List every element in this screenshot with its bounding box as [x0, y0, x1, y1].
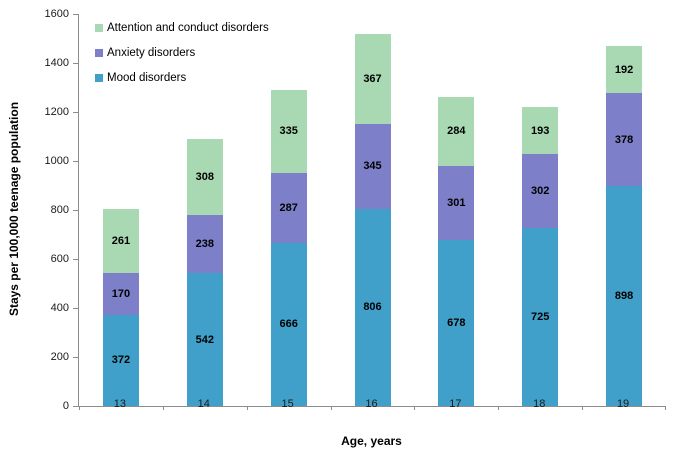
bar-value-label: 170: [111, 288, 131, 301]
bar-value-label: 261: [111, 235, 131, 248]
bar-segment: 301: [438, 166, 475, 240]
y-tick-label: 0: [62, 400, 69, 412]
y-tick-mark: [73, 62, 78, 64]
y-tick-label: 1200: [44, 106, 69, 118]
bar-segment: 806: [354, 208, 391, 406]
bar-value-label: 378: [614, 133, 634, 146]
x-tick-mark: [246, 406, 248, 410]
y-tick-label: 600: [50, 253, 69, 265]
bar-value-label: 302: [531, 185, 550, 198]
legend-label: Mood disorders: [107, 72, 187, 84]
y-tick-mark: [73, 13, 78, 15]
bar-value-label: 372: [111, 354, 131, 367]
y-tick-mark: [73, 356, 78, 358]
y-tick-mark: [73, 160, 78, 162]
bar-value-label: 898: [614, 290, 634, 302]
bar-segment: 678: [438, 239, 475, 406]
legend-label: Anxiety disorders: [107, 47, 196, 59]
bar-value-label: 725: [531, 311, 550, 324]
x-tick-label: 15: [281, 398, 294, 410]
x-tick-label: 16: [365, 398, 378, 410]
legend-swatch-icon: [95, 74, 103, 82]
bar-segment: 284: [438, 96, 475, 167]
y-tick-label: 200: [50, 351, 69, 363]
legend-swatch-icon: [95, 24, 103, 32]
x-tick-mark: [79, 406, 80, 410]
x-tick-label: 13: [113, 398, 127, 410]
x-tick-mark: [162, 406, 164, 410]
bar-segment: 287: [270, 172, 307, 243]
y-tick-mark: [73, 405, 78, 407]
y-tick-label: 1000: [44, 155, 69, 167]
bar-segment: 367: [354, 34, 391, 125]
plot-area: Attention and conduct disorders Anxiety d…: [45, 8, 666, 412]
bar-segment: 302: [522, 154, 559, 229]
y-tick-label: 400: [50, 302, 69, 314]
bar-value-label: 367: [363, 73, 382, 86]
bar-segment: 725: [522, 228, 559, 406]
bar-value-label: 806: [363, 301, 382, 314]
bar-value-label: 287: [279, 201, 298, 214]
bar-segment: 372: [102, 314, 139, 406]
y-tick-mark: [73, 258, 78, 260]
x-tick-mark: [414, 406, 416, 410]
x-tick-mark: [665, 406, 666, 410]
y-tick-label: 1400: [44, 57, 69, 69]
x-tick-label: 18: [533, 398, 546, 410]
y-tick-mark: [73, 307, 78, 309]
legend-item: Anxiety disorders: [95, 46, 269, 60]
y-tick-label: 800: [50, 204, 69, 216]
bar-segment: 335: [270, 90, 307, 173]
y-axis-title: Stays per 100,000 teenage population: [7, 101, 21, 317]
x-tick-label: 17: [449, 398, 462, 410]
legend-label: Attention and conduct disorders: [107, 22, 269, 34]
bar-segment: 542: [186, 273, 223, 406]
bar-segment: 193: [522, 107, 559, 155]
x-tick-mark: [330, 406, 332, 410]
bar-value-label: 335: [279, 125, 298, 138]
bar-value-label: 345: [363, 160, 382, 173]
bar-value-label: 301: [447, 197, 466, 210]
legend-swatch-icon: [95, 49, 103, 57]
bar-value-label: 192: [614, 63, 634, 76]
bar-value-label: 666: [279, 318, 298, 331]
x-tick-mark: [498, 406, 500, 410]
bar-value-label: 542: [195, 333, 214, 346]
bar-segment: 378: [606, 93, 643, 186]
bar-value-label: 193: [531, 124, 550, 137]
bar-segment: 345: [354, 124, 391, 209]
y-tick-label: 1600: [44, 8, 69, 20]
legend-item: Attention and conduct disorders: [95, 21, 269, 35]
legend: Attention and conduct disorders Anxiety d…: [95, 21, 269, 96]
bar-segment: 261: [102, 209, 139, 274]
bar-segment: 170: [102, 273, 139, 315]
bar-value-label: 238: [195, 238, 214, 251]
bar-value-label: 678: [447, 316, 466, 329]
bar-segment: 666: [270, 242, 307, 406]
bar-value-label: 308: [195, 171, 214, 184]
x-tick-mark: [582, 406, 584, 410]
y-tick-mark: [73, 209, 78, 211]
bar-value-label: 284: [447, 125, 466, 138]
x-axis-title: Age, years: [341, 434, 402, 448]
bar-segment: 898: [606, 186, 643, 406]
legend-item: Mood disorders: [95, 71, 269, 85]
bar-segment: 238: [186, 214, 223, 274]
x-tick-label: 14: [197, 398, 210, 410]
x-tick-label: 19: [616, 398, 630, 410]
y-tick-mark: [73, 111, 78, 113]
bar-segment: 192: [606, 46, 643, 94]
bar-segment: 308: [186, 139, 223, 215]
